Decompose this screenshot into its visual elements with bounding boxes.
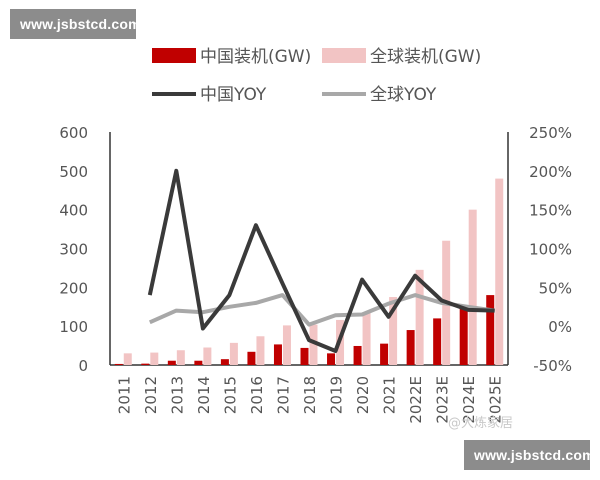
- bar-china-2015: [220, 359, 229, 365]
- source-note: @大炼家居: [448, 415, 513, 431]
- bar-global-2012: [150, 352, 159, 365]
- bar-global-2011: [123, 353, 132, 365]
- bar-global-2025E: [495, 178, 504, 365]
- x-tick-labels: 2011 2012 2013 2014 2015 2016 2017 2018 2019 2020…: [115, 376, 504, 424]
- bar-global-2024E: [468, 209, 477, 365]
- x-tick-label: 2025E: [487, 376, 505, 424]
- y-right-tick-label: 150%: [529, 202, 572, 220]
- x-tick-label: 2021: [381, 376, 399, 414]
- bar-china-2023E: [433, 318, 442, 365]
- legend-swatch: [152, 48, 196, 63]
- x-tick-label: 2020: [354, 376, 372, 414]
- y-left-tick-label: 200: [59, 279, 88, 297]
- y-right-tick-label: 200%: [529, 163, 572, 181]
- x-tick-label: 2023E: [434, 376, 452, 424]
- bar-china-2012: [141, 363, 150, 365]
- y-right-tick-label: -50%: [533, 357, 572, 375]
- bar-global-2014: [203, 347, 212, 365]
- line-中国YOY: [147, 168, 495, 353]
- x-tick-label: 2011: [115, 376, 133, 414]
- bar-china-2022E: [406, 330, 415, 365]
- x-tick-label: 2012: [142, 376, 160, 414]
- bar-global-2022E: [415, 269, 424, 365]
- bar-global-2013: [176, 350, 185, 365]
- x-tick-label: 2015: [221, 376, 239, 414]
- y-left-tick-label: 100: [59, 318, 88, 336]
- y-left-tick-label: 0: [78, 357, 88, 375]
- bar-global-2021: [389, 297, 398, 365]
- y-right-tick-label: 50%: [539, 279, 572, 297]
- x-tick-label: 2016: [248, 376, 266, 414]
- bar-china-2019: [327, 353, 336, 365]
- watermark-top: www.jsbstcd.com: [10, 9, 141, 39]
- axes: 0 100 200 300 400 500 600 -50% 0% 50% 100% 150% 200%…: [59, 124, 572, 375]
- bar-global-2018: [309, 324, 318, 365]
- x-tick-label: 2022E: [407, 376, 425, 424]
- x-tick-label: 2019: [328, 376, 346, 414]
- bar-china-2024E: [459, 308, 468, 365]
- legend-label: 全球YOY: [370, 85, 437, 105]
- y-left-tick-label: 300: [59, 241, 88, 259]
- bar-china-2013: [167, 360, 176, 365]
- x-tick-label: 2024E: [460, 376, 478, 424]
- bar-china-2017: [273, 344, 282, 365]
- bar-china-2014: [194, 360, 203, 365]
- bar-china-2011: [114, 363, 123, 365]
- y-left-tick-label: 600: [59, 124, 88, 142]
- legend-label: 中国YOY: [200, 85, 267, 105]
- y-left-tick-label: 400: [59, 202, 88, 220]
- bar-global-2016: [256, 336, 265, 365]
- bar-china-2020: [353, 345, 362, 365]
- y-left-tick-label: 500: [59, 163, 88, 181]
- line-全球YOY: [148, 293, 495, 327]
- legend-label: 全球装机(GW): [370, 47, 481, 67]
- bar-china-2025E: [486, 295, 495, 365]
- bar-china-2016: [247, 351, 256, 365]
- bar-china-2021: [380, 343, 389, 365]
- x-tick-label: 2018: [301, 376, 319, 414]
- bar-china-2018: [300, 347, 309, 365]
- x-tick-label: 2014: [195, 376, 213, 414]
- watermark-bottom: www.jsbstcd.com: [464, 440, 595, 470]
- legend-swatch: [322, 48, 366, 63]
- legend-label: 中国装机(GW): [200, 47, 311, 67]
- x-tick-label: 2017: [274, 376, 292, 414]
- y-right-tick-label: 250%: [529, 124, 572, 142]
- lines: [147, 168, 495, 353]
- bar-global-2020: [362, 312, 371, 365]
- y-right-tick-label: 0%: [548, 318, 572, 336]
- y-right-tick-label: 100%: [529, 241, 572, 259]
- legend: 中国装机(GW) 全球装机(GW) 中国YOY 全球YOY: [152, 47, 481, 105]
- bar-global-2015: [229, 342, 238, 365]
- bar-global-2017: [282, 325, 291, 365]
- x-tick-label: 2013: [168, 376, 186, 414]
